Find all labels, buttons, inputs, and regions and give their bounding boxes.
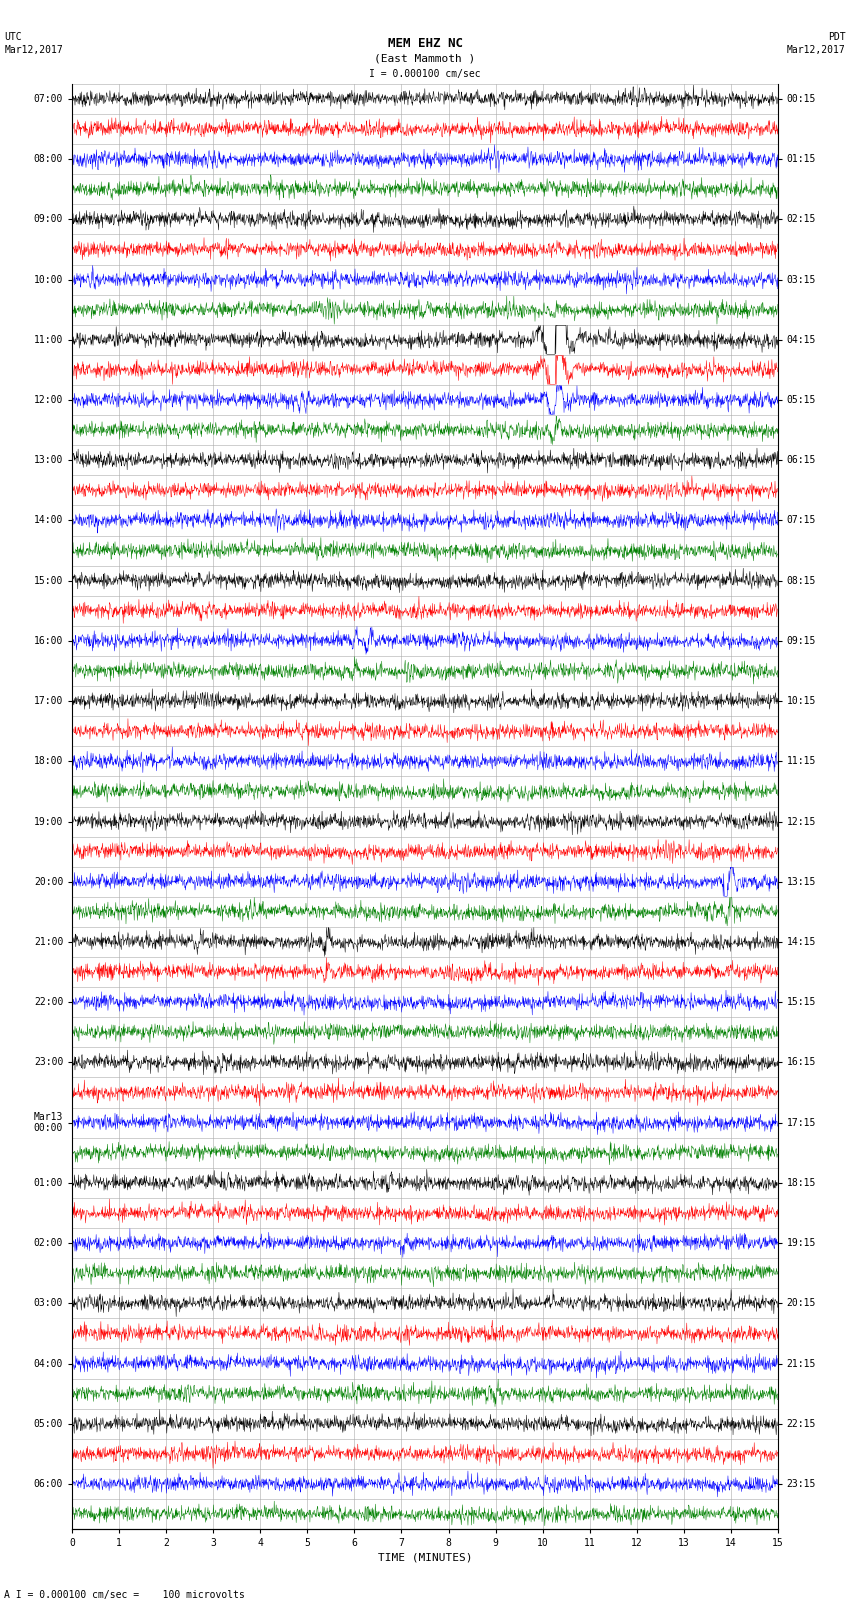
- Text: A I = 0.000100 cm/sec =    100 microvolts: A I = 0.000100 cm/sec = 100 microvolts: [4, 1590, 245, 1600]
- Text: UTC: UTC: [4, 32, 22, 42]
- Text: I = 0.000100 cm/sec: I = 0.000100 cm/sec: [369, 69, 481, 79]
- Text: (East Mammoth ): (East Mammoth ): [374, 53, 476, 63]
- X-axis label: TIME (MINUTES): TIME (MINUTES): [377, 1552, 473, 1563]
- Text: PDT: PDT: [828, 32, 846, 42]
- Text: Mar12,2017: Mar12,2017: [4, 45, 63, 55]
- Text: Mar12,2017: Mar12,2017: [787, 45, 846, 55]
- Text: MEM EHZ NC: MEM EHZ NC: [388, 37, 462, 50]
